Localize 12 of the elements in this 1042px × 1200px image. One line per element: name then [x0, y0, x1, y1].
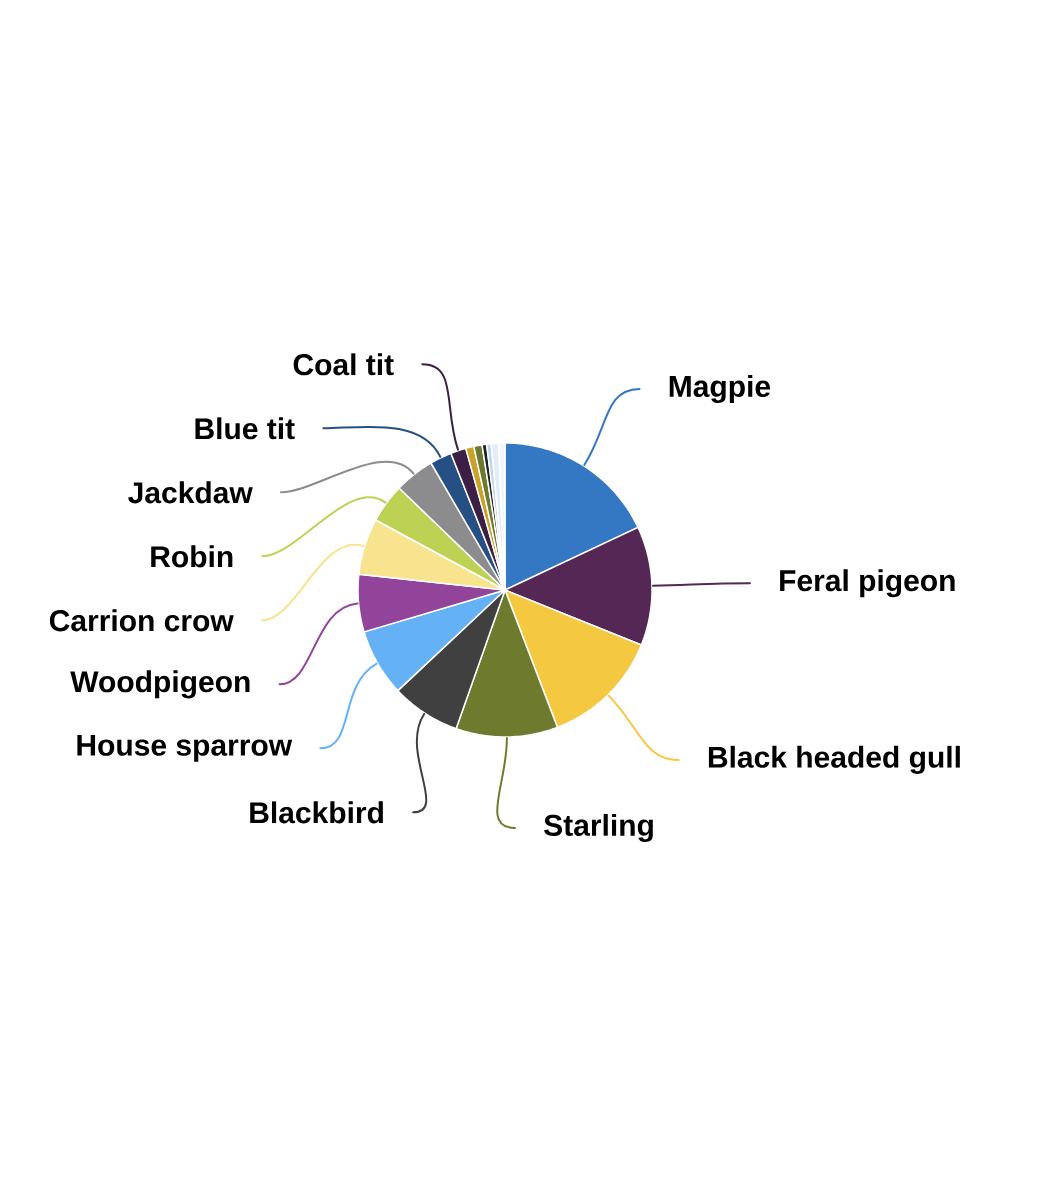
- slice-label: Robin: [151, 545, 233, 568]
- slice-label: Blue tit: [195, 417, 295, 440]
- slice-label: Black headed gull: [708, 745, 960, 774]
- slice-label: Blackbird: [250, 801, 383, 824]
- slice-label: Jackdaw: [128, 481, 253, 504]
- slice-label: Coal tit: [293, 353, 394, 376]
- slice-label: Starling: [544, 813, 653, 843]
- slice-label: Magpie: [669, 375, 771, 404]
- slice-label: Feral pigeon: [780, 569, 955, 598]
- slice-label: House sparrow: [77, 734, 293, 762]
- slice-label: Carrion crow: [49, 609, 234, 632]
- slice-label: Woodpigeon: [70, 670, 250, 699]
